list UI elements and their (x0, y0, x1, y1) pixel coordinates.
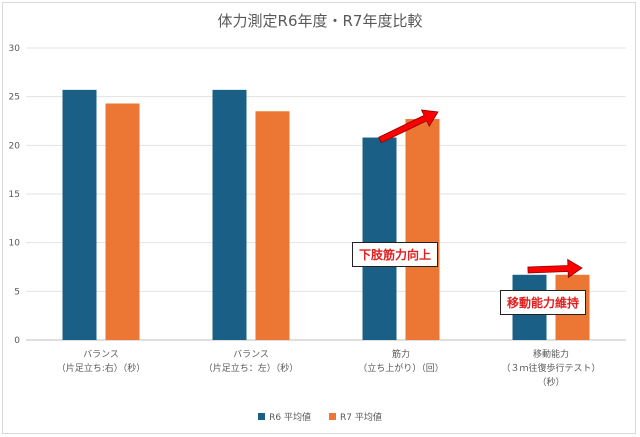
bar-r7 (405, 119, 440, 340)
y-tick-label: 0 (14, 336, 20, 346)
x-tick-label: バランス (233, 349, 269, 360)
bar-r7 (255, 111, 290, 341)
legend: R6 平均値 R7 平均値 (0, 410, 640, 423)
bar-r6 (362, 137, 397, 340)
x-tick-label: （片足立ち：左）（秒） (204, 362, 299, 374)
x-tick-label: バランス (83, 349, 119, 360)
y-tick-label: 30 (9, 44, 21, 54)
legend-item-r7: R7 平均値 (329, 410, 382, 423)
bar-r6 (62, 89, 97, 340)
callout-leg-strength: 下肢筋力向上 (352, 242, 439, 267)
bar-r6 (212, 89, 247, 340)
x-tick-label: （立ち上がり）（回） (358, 362, 444, 374)
maintain-arrow-shape (527, 258, 583, 279)
y-tick-label: 10 (9, 239, 21, 249)
x-tick-label: 移動能力 (533, 348, 569, 360)
improvement-arrow-shape (378, 109, 439, 144)
x-tick-label: （片足立ち:右）（秒） (57, 362, 146, 374)
y-tick-label: 15 (9, 190, 20, 200)
chart-title: 体力測定R6年度・R7年度比較 (217, 12, 423, 30)
y-tick-label: 25 (9, 93, 20, 103)
maintain-arrow (527, 258, 583, 279)
legend-swatch-r6 (258, 413, 266, 420)
bar-r7 (105, 103, 140, 340)
x-tick-label: 筋力 (392, 348, 410, 360)
y-tick-label: 20 (9, 141, 21, 151)
improvement-arrow (378, 109, 439, 144)
legend-swatch-r7 (329, 413, 336, 420)
legend-label-r7: R7 平均値 (340, 413, 382, 423)
legend-label-r6: R6 平均値 (269, 413, 311, 423)
y-tick-label: 5 (14, 287, 20, 297)
legend-item-r6: R6 平均値 (258, 410, 311, 423)
callout-mobility: 移動能力維持 (500, 290, 587, 315)
x-tick-label: （３ｍ往復歩行テスト） (501, 362, 600, 374)
x-tick-label: （秒） (537, 376, 564, 388)
